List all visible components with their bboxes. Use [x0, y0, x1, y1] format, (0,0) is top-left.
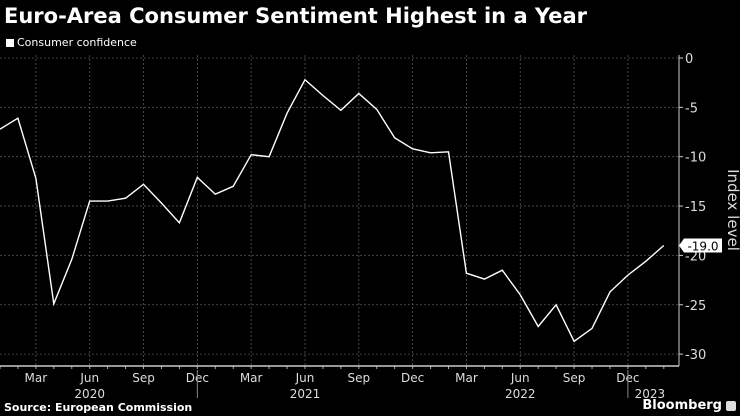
year-label: 2023 — [635, 387, 666, 401]
chart-title: Euro-Area Consumer Sentiment Highest in … — [4, 4, 587, 28]
x-tick-label: Mar — [240, 371, 263, 385]
y-tick-label: -25 — [685, 299, 706, 314]
y-tick-label: -15 — [685, 200, 706, 215]
x-tick-label: Sep — [347, 371, 370, 385]
bloomberg-logo: Bloomberg — [642, 398, 722, 413]
legend-swatch — [6, 38, 14, 47]
year-label: 2021 — [290, 387, 321, 401]
year-label: 2020 — [74, 387, 105, 401]
source-note: Source: European Commission — [4, 401, 193, 414]
bloomberg-chart-icon — [726, 401, 736, 411]
x-tick-label: Jun — [295, 371, 315, 385]
x-tick-label: Dec — [401, 371, 424, 385]
legend: Consumer confidence — [6, 36, 137, 49]
last-value-label: -19.0 — [687, 240, 718, 254]
x-tick-label: Sep — [563, 371, 586, 385]
y-axis-label: Index level — [724, 169, 740, 251]
year-label: 2022 — [505, 387, 536, 401]
y-tick-label: -30 — [685, 348, 706, 363]
y-tick-label: -5 — [685, 101, 698, 116]
last-value-callout-box — [679, 238, 722, 253]
series-line-consumer-confidence — [0, 78, 665, 343]
legend-label: Consumer confidence — [17, 36, 137, 49]
x-tick-label: Jun — [510, 371, 530, 385]
y-tick-label: 0 — [685, 52, 693, 67]
y-tick-label: -10 — [685, 151, 706, 166]
x-tick-label: Sep — [132, 371, 155, 385]
y-tick-label: -20 — [685, 249, 706, 264]
x-tick-label: Mar — [455, 371, 478, 385]
x-tick-label: Mar — [25, 371, 48, 385]
x-tick-label: Jun — [79, 371, 99, 385]
